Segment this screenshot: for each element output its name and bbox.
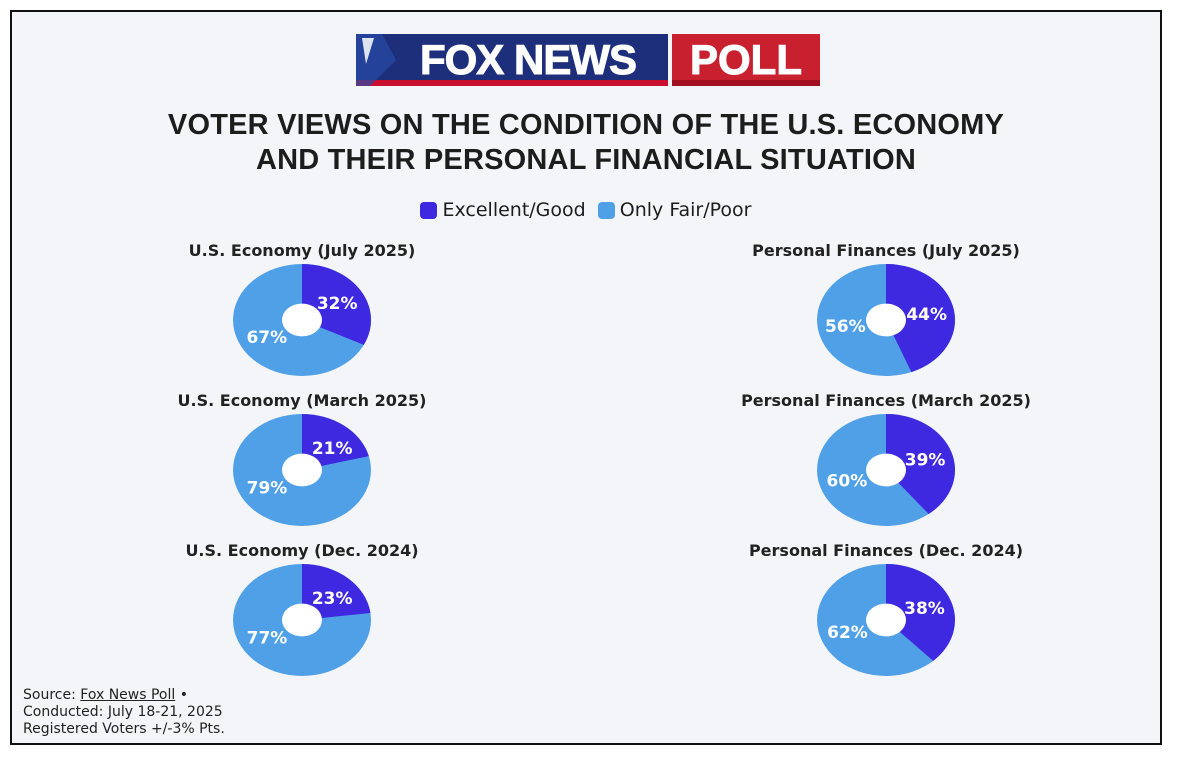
data-label-excellent-good: 39% (905, 450, 946, 470)
donut-hole (282, 453, 322, 487)
donut-slice-excellent-good (886, 564, 955, 661)
legend-label-only-fair-poor: Only Fair/Poor (619, 199, 752, 221)
chart-title-line-1: VOTER VIEWS ON THE CONDITION OF THE U.S.… (167, 109, 1005, 141)
chart-title-line-2: AND THEIR PERSONAL FINANCIAL SITUATION (255, 144, 917, 176)
donut-hole (866, 603, 906, 637)
donut-title-personal-finances-march-2025: Personal Finances (March 2025) (741, 391, 1031, 410)
donut-title-us-economy-dec-2024: U.S. Economy (Dec. 2024) (185, 541, 419, 560)
donut-title-us-economy-july-2025: U.S. Economy (July 2025) (188, 241, 416, 260)
donut-chart-personal-finances-dec-2024: 38% 62% (817, 564, 955, 676)
donut-title-us-economy-march-2025: U.S. Economy (March 2025) (177, 391, 427, 410)
donut-hole (866, 453, 906, 487)
donut-hole (282, 303, 322, 337)
data-label-only-fair-poor: 56% (825, 317, 866, 337)
donut-title-personal-finances-july-2025: Personal Finances (July 2025) (752, 241, 1020, 260)
data-label-excellent-good: 23% (312, 589, 353, 609)
data-label-excellent-good: 38% (904, 599, 945, 619)
donut-slice-excellent-good (886, 264, 956, 373)
logo-poll-text: POLL (690, 36, 802, 83)
donut-hole (282, 603, 322, 637)
legend: Excellent/Good Only Fair/Poor (12, 199, 1160, 224)
data-label-only-fair-poor: 79% (247, 478, 288, 498)
legend-swatch-excellent-good (420, 201, 438, 219)
source-conducted: Conducted: July 18-21, 2025 (23, 704, 223, 720)
donut-slice-excellent-good (302, 414, 369, 470)
data-label-excellent-good: 21% (312, 439, 353, 459)
donut-chart-personal-finances-july-2025: 44% 56% (817, 264, 956, 376)
source-suffix: • (175, 687, 188, 703)
source-prefix: Source: (23, 687, 81, 703)
fox-news-poll-logo: FOX NEWS POLL (356, 34, 820, 86)
data-label-excellent-good: 32% (317, 294, 358, 314)
source-link[interactable]: Fox News Poll (80, 687, 176, 703)
chart-card: FOX NEWS POLL VOTER VIEWS ON THE CONDITI… (10, 10, 1162, 745)
data-label-only-fair-poor: 77% (247, 628, 288, 648)
donut-chart-us-economy-march-2025: 21% 79% (233, 414, 371, 526)
donut-slice-excellent-good (886, 414, 955, 515)
chart-title: VOTER VIEWS ON THE CONDITION OF THE U.S.… (12, 108, 1160, 178)
data-label-only-fair-poor: 62% (827, 623, 868, 643)
source-note: Source: Fox News Poll • Conducted: July … (23, 687, 225, 738)
donut-chart-us-economy-dec-2024: 23% 77% (233, 564, 371, 676)
legend-swatch-only-fair-poor (597, 201, 615, 219)
donut-chart-us-economy-july-2025: 32% 67% (233, 264, 371, 376)
logo-fox-news-text: FOX NEWS (420, 36, 636, 83)
donut-chart-personal-finances-march-2025: 39% 60% (817, 414, 955, 526)
data-label-only-fair-poor: 60% (827, 472, 868, 492)
donut-slice-excellent-good (302, 564, 371, 620)
source-sample: Registered Voters +/-3% Pts. (23, 721, 225, 737)
legend-item-excellent-good: Excellent/Good (420, 199, 586, 221)
legend-label-excellent-good: Excellent/Good (442, 199, 586, 221)
legend-item-only-fair-poor: Only Fair/Poor (597, 199, 752, 221)
donut-title-personal-finances-dec-2024: Personal Finances (Dec. 2024) (748, 541, 1024, 560)
donut-hole (866, 303, 906, 337)
data-label-only-fair-poor: 67% (246, 328, 287, 348)
data-label-excellent-good: 44% (906, 305, 947, 325)
